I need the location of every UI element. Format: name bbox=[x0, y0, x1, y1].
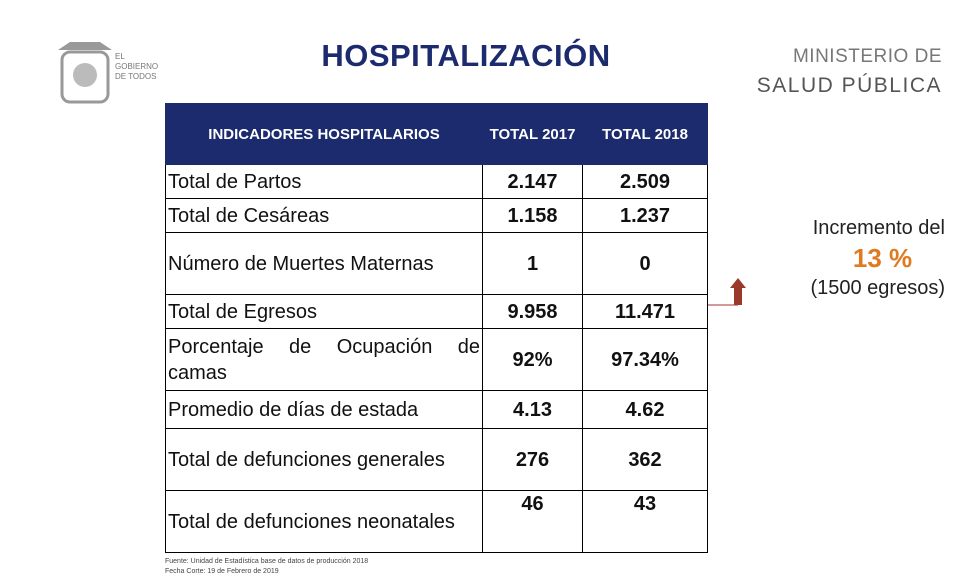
up-arrow bbox=[730, 278, 746, 305]
column-header: INDICADORES HOSPITALARIOS bbox=[165, 103, 483, 165]
annotation: Incremento del 13 % (1500 egresos) bbox=[765, 213, 945, 303]
table-row: Total de Egresos 9.958 11.471 bbox=[165, 294, 708, 329]
title: HOSPITALIZACIÓN bbox=[321, 38, 611, 73]
cell: 2.147 bbox=[482, 164, 583, 199]
cell: Porcentaje de Ocupación de camas bbox=[165, 328, 483, 391]
table-row: Total de defunciones neonatales 46 43 bbox=[165, 490, 708, 553]
cell: Promedio de días de estada bbox=[165, 390, 483, 429]
cell: 92% bbox=[482, 328, 583, 391]
cell: 276 bbox=[482, 428, 583, 491]
annotation-text: Incremento del bbox=[812, 217, 945, 239]
column-header: TOTAL 2017 bbox=[482, 103, 583, 165]
logo-text: GOBIERNO bbox=[115, 62, 159, 71]
cell: 4.13 bbox=[482, 390, 583, 429]
ministry: SALUD PÚBLICA bbox=[756, 74, 942, 97]
cell: 97.34% bbox=[582, 328, 708, 391]
cell: 46 bbox=[482, 490, 583, 553]
table: INDICADORES HOSPITALARIOS TOTAL 2017 TOTAL… bbox=[165, 103, 708, 553]
table-row: Total de defunciones generales 276 362 bbox=[165, 428, 708, 491]
logo-text: EL bbox=[115, 52, 125, 61]
header-row: INDICADORES HOSPITALARIOS TOTAL 2017 TOTAL… bbox=[165, 103, 708, 165]
table-row: Porcentaje de Ocupación de camas 92% 97.34… bbox=[165, 328, 708, 391]
cell: Total de Cesáreas bbox=[165, 198, 483, 233]
ministry: MINISTERIO DE bbox=[792, 46, 942, 67]
cell: 1.237 bbox=[582, 198, 708, 233]
cell: Total de defunciones generales bbox=[165, 428, 483, 491]
cell: 43 bbox=[582, 490, 708, 553]
table-row: Total de Partos 2.147 2.509 bbox=[165, 164, 708, 199]
cell: Número de Muertes Maternas bbox=[165, 232, 483, 295]
cell: 1.158 bbox=[482, 198, 583, 233]
cell: 11.471 bbox=[582, 294, 708, 329]
annotation-text: (1500 egresos) bbox=[810, 277, 945, 299]
cell: 0 bbox=[582, 232, 708, 295]
footnote: Fecha Corte: 19 de Febrero de 2019 bbox=[165, 568, 279, 575]
annotation-highlight: 13 % bbox=[852, 243, 913, 273]
cell: 9.958 bbox=[482, 294, 583, 329]
cell: 362 bbox=[582, 428, 708, 491]
logo-shield bbox=[58, 42, 112, 104]
footnote: Fuente: Unidad de Estadística base de da… bbox=[165, 558, 369, 565]
cell: 4.62 bbox=[582, 390, 708, 429]
table-row: Total de Cesáreas 1.158 1.237 bbox=[165, 198, 708, 233]
cell: Total de Egresos bbox=[165, 294, 483, 329]
cell: 2.509 bbox=[582, 164, 708, 199]
cell: Total de defunciones neonatales bbox=[165, 490, 483, 553]
logo-text: DE TODOS bbox=[115, 72, 157, 81]
column-header: TOTAL 2018 bbox=[582, 103, 708, 165]
table-row: Número de Muertes Maternas 1 0 bbox=[165, 232, 708, 295]
cell: 1 bbox=[482, 232, 583, 295]
table-row: Promedio de días de estada 4.13 4.62 bbox=[165, 390, 708, 429]
cell: Total de Partos bbox=[165, 164, 483, 199]
